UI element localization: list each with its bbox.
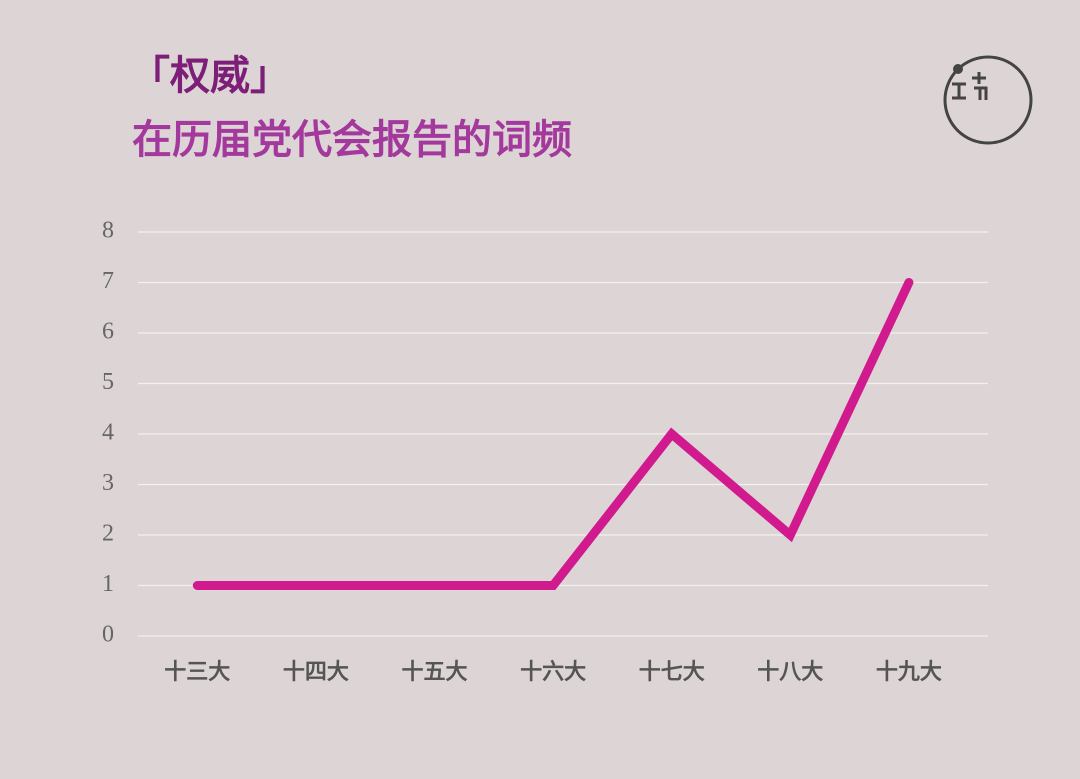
y-tick-label: 7 <box>102 268 114 294</box>
x-tick-label: 十八大 <box>757 659 823 685</box>
logo-circle <box>943 55 1033 145</box>
data-line <box>192 278 914 590</box>
y-tick-label: 0 <box>102 622 114 648</box>
y-tick-label: 2 <box>102 521 114 547</box>
logo <box>943 55 1033 145</box>
chart-subtitle: 在历届党代会报告的词频 <box>132 117 572 163</box>
x-tick-label: 十五大 <box>401 659 467 685</box>
y-tick-label: 4 <box>102 420 114 446</box>
y-tick-label: 3 <box>102 470 114 496</box>
y-tick-label: 8 <box>102 218 114 244</box>
chart-title: 「权威」 <box>130 53 290 99</box>
x-tick-label: 十三大 <box>164 659 230 685</box>
logo-dot <box>953 64 963 74</box>
y-tick-label: 5 <box>102 369 114 395</box>
y-tick-label: 6 <box>102 319 114 345</box>
x-tick-label: 十七大 <box>639 659 705 685</box>
logo-mark <box>952 72 988 100</box>
y-tick-label: 1 <box>102 571 114 597</box>
x-tick-label: 十四大 <box>283 659 349 685</box>
x-tick-label: 十九大 <box>876 659 942 685</box>
x-tick-label: 十六大 <box>520 659 586 685</box>
